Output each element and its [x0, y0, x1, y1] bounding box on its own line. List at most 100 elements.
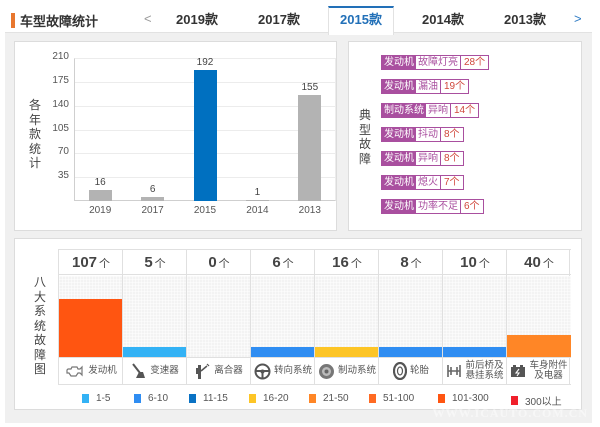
battery-icon	[510, 364, 526, 378]
count-unit: 个	[410, 258, 422, 270]
legend-swatch	[134, 394, 141, 403]
count-value: 107	[71, 254, 98, 271]
fault-symptom: 故障灯亮	[416, 56, 461, 69]
side-label-char: 故	[358, 137, 371, 151]
clutch-pedal-icon	[195, 362, 211, 380]
fault-tag[interactable]: 发动机 功率不足 6个	[381, 199, 484, 214]
bar-track	[315, 276, 379, 357]
side-label-char: 系	[33, 304, 46, 318]
y-tick-label: 210	[52, 51, 69, 62]
legend-item: 101-300	[438, 393, 489, 404]
tab-2017[interactable]: 2017款	[258, 12, 300, 27]
system-bar[interactable]	[251, 347, 315, 357]
fault-tag[interactable]: 发动机 漏油 19个	[381, 79, 470, 94]
system-fault-count: 10 个	[443, 249, 507, 275]
legend-item: 21-50	[309, 393, 349, 404]
fault-tag[interactable]: 发动机 熄火 7个	[381, 175, 464, 190]
bar-2014[interactable]	[245, 200, 269, 201]
side-label-char: 型	[358, 122, 371, 137]
fault-system: 制动系统	[382, 104, 426, 117]
tab-2013[interactable]: 2013款	[504, 12, 546, 27]
y-tick-label: 175	[52, 74, 69, 86]
next-year-button[interactable]: >	[574, 11, 582, 26]
system-bar[interactable]	[379, 347, 443, 357]
system-item-4[interactable]: 转向系统	[251, 357, 315, 385]
system-bar[interactable]	[59, 299, 123, 357]
system-bar[interactable]	[443, 347, 507, 357]
year-stats-label: 各年款统计	[28, 98, 42, 171]
system-column: 5 个变速器	[122, 249, 187, 385]
fault-tag[interactable]: 制动系统 异响 14个	[381, 103, 480, 118]
legend-swatch	[189, 394, 196, 403]
system-name-line: 车身附件	[529, 360, 568, 371]
fault-system: 发动机	[382, 152, 416, 165]
system-item-6[interactable]: 轮胎	[379, 357, 443, 385]
fault-tag[interactable]: 发动机 抖动 8个	[381, 127, 464, 142]
legend-item: 1-5	[82, 393, 110, 404]
system-item-7[interactable]: 前后桥及 悬挂系统	[443, 357, 507, 385]
fault-tag[interactable]: 发动机 异响 8个	[381, 151, 464, 166]
side-label-char: 各	[28, 98, 41, 112]
system-name-line: 发动机	[88, 365, 117, 376]
legend-item: 51-100	[369, 393, 414, 404]
fault-count: 19个	[441, 80, 469, 93]
bar-track	[443, 276, 507, 357]
system-bar[interactable]	[507, 335, 571, 357]
tab-2019[interactable]: 2019款	[176, 12, 218, 27]
bar-track	[379, 276, 443, 357]
system-column: 6 个转向系统	[250, 249, 315, 385]
bar-2015[interactable]	[193, 70, 217, 201]
steering-wheel-icon	[254, 363, 271, 380]
legend-label: 21-50	[323, 393, 349, 404]
fault-symptom: 抖动	[416, 128, 441, 141]
bar-2017[interactable]	[141, 196, 165, 201]
system-item-8[interactable]: 车身附件 及电器	[507, 357, 571, 385]
suspension-icon	[446, 363, 462, 379]
tab-2015[interactable]: 2015款	[328, 6, 394, 35]
fault-system: 发动机	[382, 80, 416, 93]
fault-system: 发动机	[382, 128, 416, 141]
bar-2013[interactable]	[298, 95, 322, 201]
brake-disc-icon	[318, 363, 335, 380]
color-legend: 1-5 6-10 11-15 16-20 21-50 51-100 101-300 300以上	[15, 393, 583, 408]
prev-year-button[interactable]: <	[144, 11, 152, 26]
gear-shift-icon	[131, 363, 147, 379]
bar-value-label: 192	[196, 57, 214, 69]
system-bar[interactable]	[123, 347, 187, 357]
x-tick-label: 2017	[141, 205, 164, 216]
legend-label: 6-10	[148, 393, 169, 404]
system-item-1[interactable]: 发动机	[59, 357, 123, 385]
bar-value-label: 155	[301, 82, 319, 94]
system-item-3[interactable]: 离合器	[187, 357, 251, 385]
system-name-line: 变速器	[150, 365, 179, 376]
tab-2014[interactable]: 2014款	[422, 12, 464, 27]
system-column: 16 个制动系统	[314, 249, 379, 385]
legend-swatch	[438, 394, 445, 403]
system-bar[interactable]	[315, 347, 379, 357]
legend-label: 1-5	[96, 393, 111, 404]
system-item-5[interactable]: 制动系统	[315, 357, 379, 385]
legend-swatch	[249, 394, 256, 403]
bar-track	[187, 276, 251, 357]
side-label-char: 障	[358, 151, 371, 166]
fault-tag[interactable]: 发动机 故障灯亮 28个	[381, 55, 490, 70]
system-fault-count: 107 个	[59, 249, 123, 275]
legend-label: 11-15	[203, 393, 228, 404]
legend-swatch	[309, 394, 316, 403]
side-label-char: 故	[33, 333, 46, 347]
system-column: 8 个轮胎	[378, 249, 443, 385]
title-accent-bar	[11, 13, 15, 28]
legend-label: 51-100	[383, 393, 415, 404]
eight-systems-label: 八大系统故障图	[33, 275, 47, 377]
count-value: 10	[460, 254, 477, 271]
system-item-2[interactable]: 变速器	[123, 357, 187, 385]
count-value: 40	[524, 254, 541, 271]
count-unit: 个	[478, 258, 490, 270]
system-name-line: 转向系统	[273, 365, 312, 376]
bar-2019[interactable]	[88, 190, 112, 201]
system-name: 转向系统	[274, 366, 312, 376]
y-tick-label: 70	[57, 146, 69, 158]
count-unit: 个	[99, 258, 111, 270]
